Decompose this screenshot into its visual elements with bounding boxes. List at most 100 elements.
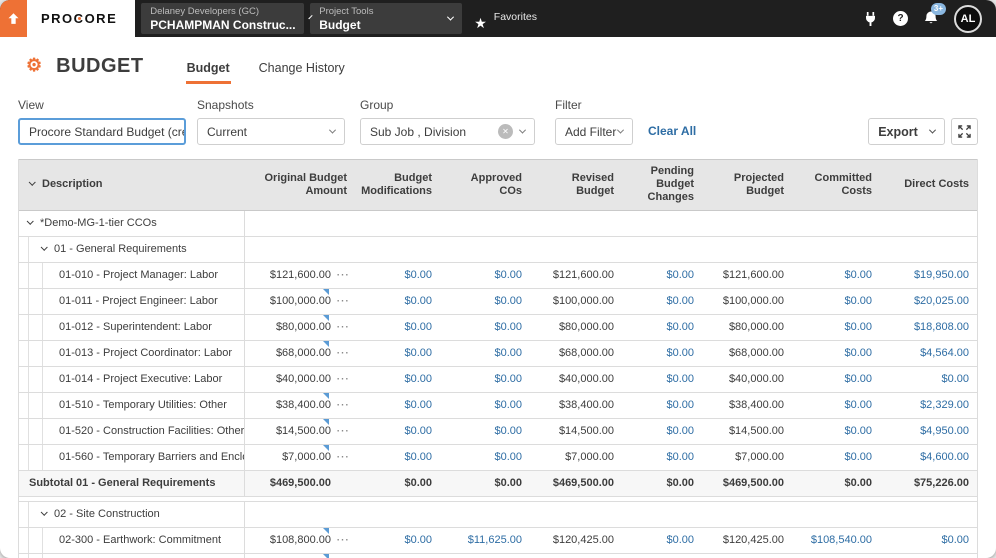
cell-approved-cos[interactable]: $0.00: [494, 347, 522, 360]
cell-direct-costs[interactable]: $0.00: [880, 554, 977, 558]
favorites-button[interactable]: ★ Favorites: [474, 8, 537, 30]
notifications-button[interactable]: 3+: [923, 3, 946, 27]
tab-budget[interactable]: Budget: [185, 55, 231, 84]
table-row: 01-510 - Temporary Utilities: Other $38,4…: [19, 392, 977, 419]
cell-pending-budget-changes[interactable]: $0.00: [666, 347, 694, 360]
cell-approved-cos[interactable]: $0.00: [494, 399, 522, 412]
row-actions-menu[interactable]: ⋯: [331, 424, 355, 437]
home-button[interactable]: [0, 0, 27, 37]
cell-direct-costs[interactable]: $20,025.00: [913, 295, 969, 308]
cell-direct-costs: $75,226.00: [913, 477, 969, 490]
cell-projected-budget: $38,400.00: [728, 399, 784, 412]
cell-approved-cos[interactable]: $0.00: [494, 321, 522, 334]
cell-committed-costs[interactable]: $0.00: [844, 451, 872, 464]
cell-approved-cos[interactable]: $0.00: [494, 373, 522, 386]
cell-committed-costs[interactable]: $0.00: [844, 399, 872, 412]
procore-logo[interactable]: PROCORE: [27, 0, 136, 37]
cell-direct-costs[interactable]: $4,950.00: [920, 425, 969, 438]
row-actions-menu[interactable]: ⋯: [331, 320, 355, 333]
company-picker[interactable]: Delaney Developers (GC) PCHAMPMAN Constr…: [141, 3, 313, 34]
cell-approved-cos[interactable]: $0.00: [494, 269, 522, 282]
collapse-icon[interactable]: [26, 217, 34, 225]
cell-original-budget-amount: $100,000.00 ⋯: [245, 288, 355, 314]
cell-pending-budget-changes[interactable]: $0.00: [666, 399, 694, 412]
cell-approved-cos[interactable]: $0.00: [494, 425, 522, 438]
cell-pending-budget-changes[interactable]: $0.00: [666, 373, 694, 386]
indent-guide: [28, 392, 29, 418]
cell-description: 01-010 - Project Manager: Labor: [19, 262, 245, 288]
fullscreen-button[interactable]: [951, 118, 978, 145]
cell-direct-costs[interactable]: $0.00: [941, 373, 969, 386]
cell-description[interactable]: *Demo-MG-1-tier CCOs: [19, 210, 245, 236]
group-label: 01 - General Requirements: [54, 243, 187, 256]
group-by-select[interactable]: Sub Job , Division ✕: [360, 118, 535, 145]
cell-original-budget-amount: $38,400.00 ⋯: [245, 392, 355, 418]
cell-committed-costs[interactable]: $0.00: [792, 554, 880, 558]
cell-pending-budget-changes[interactable]: $0.00: [622, 554, 702, 558]
clear-all-link[interactable]: Clear All: [648, 124, 697, 138]
group-label: Group: [360, 98, 394, 112]
clear-group-icon[interactable]: ✕: [498, 124, 513, 139]
cell-budget-modifications[interactable]: $0.00: [404, 425, 432, 438]
cell-committed-costs[interactable]: $108,540.00: [810, 534, 872, 547]
cell-direct-costs[interactable]: $0.00: [941, 534, 969, 547]
integrations-button[interactable]: [863, 11, 878, 27]
row-actions-menu[interactable]: ⋯: [331, 294, 355, 307]
cell-committed-costs[interactable]: $0.00: [844, 425, 872, 438]
cell-committed-costs[interactable]: $0.00: [844, 295, 872, 308]
cell-pending-budget-changes[interactable]: $0.00: [666, 451, 694, 464]
cell-budget-modifications[interactable]: $0.00: [404, 534, 432, 547]
tab-change-history[interactable]: Change History: [258, 60, 345, 75]
cell-approved-cos[interactable]: $0.00: [494, 295, 522, 308]
cell-budget-modifications[interactable]: $0.00: [404, 451, 432, 464]
plug-icon: [863, 11, 878, 27]
help-button[interactable]: ?: [893, 11, 908, 26]
group-by-value: Sub Job , Division: [370, 124, 467, 139]
cell-direct-costs[interactable]: $4,564.00: [920, 347, 969, 360]
cell-pending-budget-changes[interactable]: $0.00: [666, 321, 694, 334]
row-actions-menu[interactable]: ⋯: [331, 346, 355, 359]
cell-committed-costs[interactable]: $0.00: [844, 373, 872, 386]
cell-pending-budget-changes[interactable]: $0.00: [666, 269, 694, 282]
row-actions-menu[interactable]: ⋯: [331, 398, 355, 411]
cell-description[interactable]: 02 - Site Construction: [19, 501, 245, 527]
cell-direct-costs[interactable]: $4,600.00: [920, 451, 969, 464]
cell-direct-costs[interactable]: $18,808.00: [913, 321, 969, 334]
snapshots-select[interactable]: Current: [197, 118, 345, 145]
cell-committed-costs[interactable]: $0.00: [844, 321, 872, 334]
cell-pending-budget-changes[interactable]: $0.00: [666, 534, 694, 547]
collapse-icon[interactable]: [40, 243, 48, 251]
cell-pending-budget-changes[interactable]: $0.00: [666, 425, 694, 438]
cell-budget-modifications[interactable]: $0.00: [355, 554, 440, 558]
cell-description[interactable]: 01 - General Requirements: [19, 236, 245, 262]
add-filter-button[interactable]: Add Filter: [555, 118, 633, 145]
row-actions-menu[interactable]: ⋯: [331, 268, 355, 281]
cost-code-label: 02-300 - Earthwork: Commitment: [59, 534, 221, 547]
cell-direct-costs[interactable]: $19,950.00: [913, 269, 969, 282]
cell-budget-modifications[interactable]: $0.00: [404, 373, 432, 386]
column-header-description[interactable]: Description: [19, 160, 245, 210]
cell-revised-budget: $68,000.00: [558, 347, 614, 360]
cell-pending-budget-changes[interactable]: $0.00: [666, 295, 694, 308]
row-actions-menu[interactable]: ⋯: [331, 372, 355, 385]
cell-budget-modifications[interactable]: $0.00: [404, 399, 432, 412]
row-actions-menu[interactable]: ⋯: [331, 533, 355, 546]
cell-committed-costs[interactable]: $0.00: [844, 269, 872, 282]
avatar[interactable]: AL: [954, 4, 982, 33]
gear-icon[interactable]: ⚙: [26, 55, 43, 75]
project-tools-picker[interactable]: Project Tools Budget: [310, 3, 463, 34]
cell-budget-modifications[interactable]: $0.00: [404, 321, 432, 334]
cell-committed-costs[interactable]: $0.00: [844, 347, 872, 360]
row-actions-menu[interactable]: ⋯: [331, 450, 355, 463]
export-button[interactable]: Export: [868, 118, 945, 145]
cell-projected-budget: $100,000.00: [722, 295, 784, 308]
view-input[interactable]: Procore Standard Budget (creat...: [18, 118, 186, 145]
cell-approved-cos[interactable]: $0.00: [494, 451, 522, 464]
cell-budget-modifications[interactable]: $0.00: [404, 269, 432, 282]
cell-direct-costs[interactable]: $2,329.00: [920, 399, 969, 412]
cell-budget-modifications[interactable]: $0.00: [404, 295, 432, 308]
collapse-icon[interactable]: [40, 508, 48, 516]
cell-approved-cos[interactable]: $0.00: [440, 554, 530, 558]
cell-budget-modifications[interactable]: $0.00: [404, 347, 432, 360]
cell-approved-cos[interactable]: $11,625.00: [467, 534, 522, 547]
